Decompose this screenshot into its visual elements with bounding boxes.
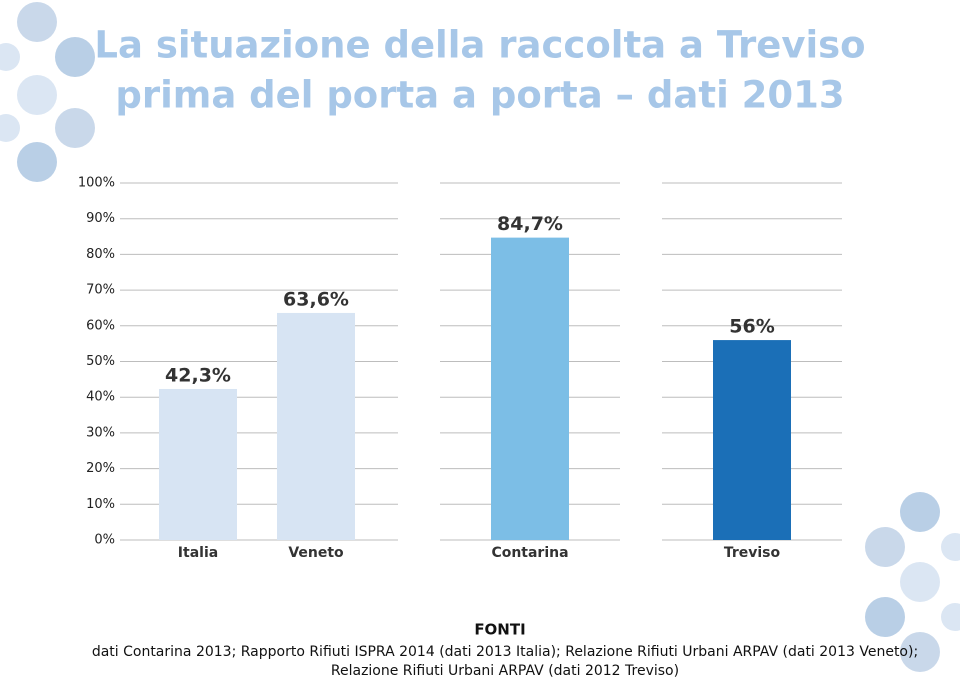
y-tick-label: 0%: [94, 533, 115, 548]
sources-heading: FONTI: [474, 621, 525, 639]
y-tick-label: 40%: [86, 390, 115, 405]
x-tick-label: Veneto: [288, 545, 344, 561]
y-tick-label: 50%: [86, 354, 115, 369]
value-label: 63,6%: [283, 288, 349, 310]
x-tick-label: Treviso: [724, 545, 781, 561]
y-tick-label: 100%: [78, 176, 115, 191]
y-tick-label: 70%: [86, 283, 115, 298]
bar: [713, 340, 791, 540]
bar: [491, 237, 569, 540]
y-tick-label: 60%: [86, 318, 115, 333]
y-tick-label: 30%: [86, 425, 115, 440]
value-label: 56%: [729, 316, 774, 338]
y-tick-label: 80%: [86, 247, 115, 262]
x-tick-label: Italia: [178, 545, 218, 561]
y-tick-label: 20%: [86, 461, 115, 476]
chart-title: prima del porta a porta – dati 2013: [115, 74, 844, 117]
value-label: 84,7%: [497, 213, 563, 235]
sources-line: Relazione Rifiuti Urbani ARPAV (dati 201…: [331, 663, 679, 679]
value-label: 42,3%: [165, 364, 231, 386]
bar: [159, 388, 237, 540]
chart-title: La situazione della raccolta a Treviso: [94, 24, 865, 67]
sources-line: dati Contarina 2013; Rapporto Rifiuti IS…: [92, 644, 918, 660]
y-tick-label: 10%: [86, 497, 115, 512]
bar: [277, 312, 355, 540]
y-tick-label: 90%: [86, 211, 115, 226]
x-tick-label: Contarina: [491, 545, 568, 561]
